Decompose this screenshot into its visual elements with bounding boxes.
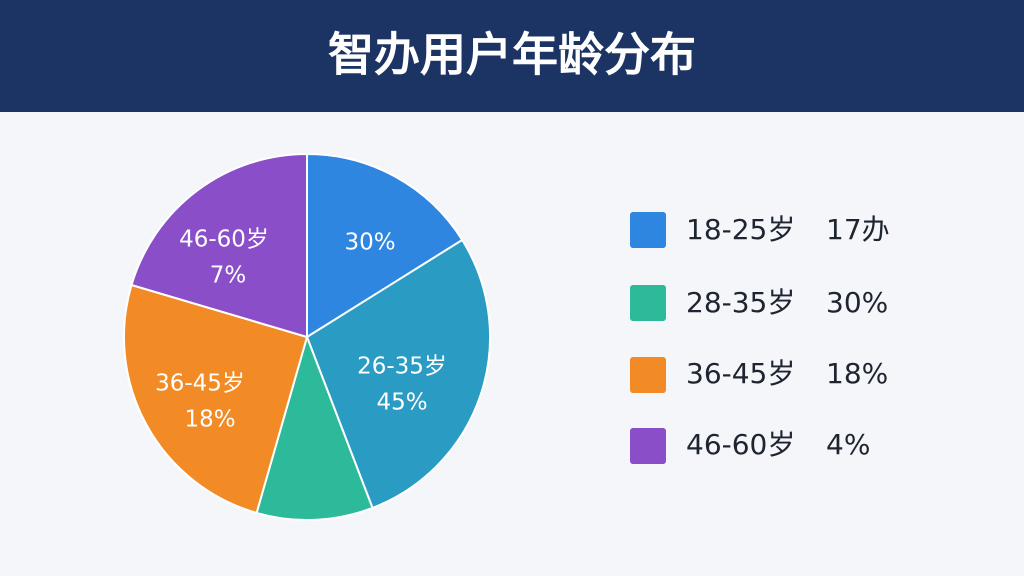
pie-label: 26-35岁 [357, 354, 447, 380]
pie-label: 30% [344, 230, 395, 256]
pie-label: 45% [376, 390, 427, 416]
pie-label: 7% [210, 263, 247, 289]
pie-slice [255, 333, 374, 521]
title: 智办用户年龄分布 [328, 28, 696, 82]
pie-slice [306, 152, 464, 339]
pie-label: 36-45岁 [155, 371, 245, 397]
legend-swatch [630, 357, 666, 393]
legend-value: 30% [826, 286, 888, 319]
legend-swatch [630, 212, 666, 248]
header [0, 0, 1024, 112]
pie-slice [122, 283, 309, 515]
legend-value: 4% [826, 428, 870, 461]
legend-label: 46-60岁 [686, 428, 795, 461]
legend-label: 18-25岁 [686, 213, 795, 246]
legend-value: 17办 [826, 213, 890, 246]
legend-swatch [630, 428, 666, 464]
pie-slice [130, 152, 308, 339]
pie [122, 152, 492, 521]
legend-label: 36-45岁 [686, 357, 795, 390]
legend-swatch [630, 285, 666, 321]
pie-label: 46-60岁 [179, 227, 269, 253]
pie-label: 18% [184, 407, 235, 433]
legend-label: 28-35岁 [686, 286, 795, 319]
legend-value: 18% [826, 357, 888, 390]
pie-slice [305, 238, 492, 510]
